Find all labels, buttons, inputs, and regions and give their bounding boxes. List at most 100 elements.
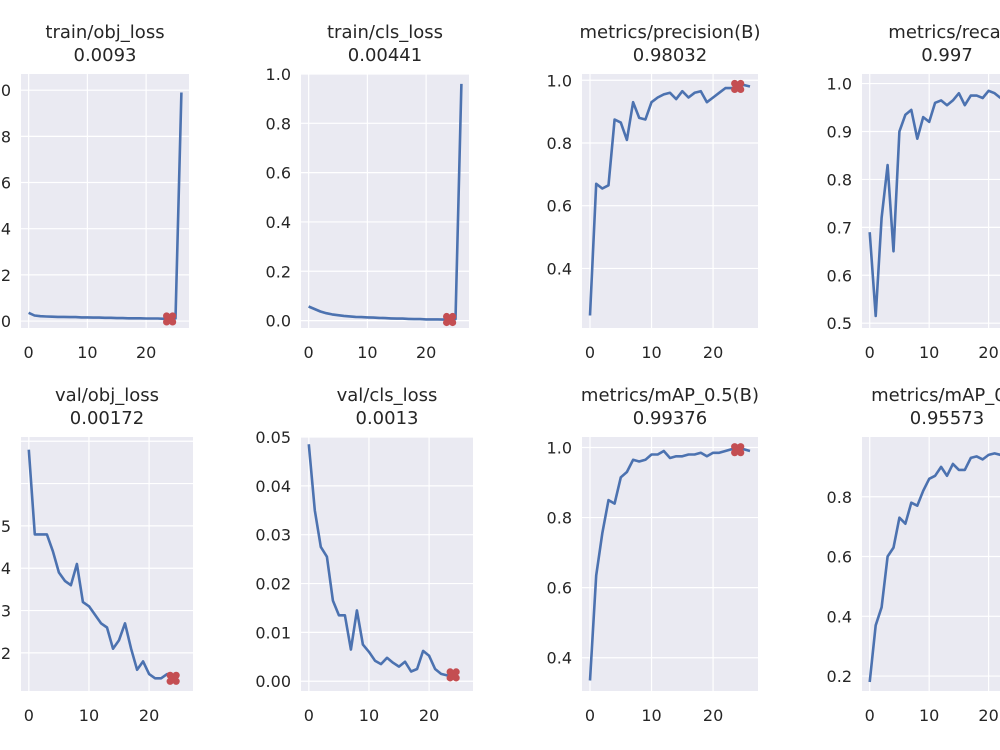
- y-tick-label: 4: [1, 559, 11, 578]
- best-point-marker: [163, 312, 177, 326]
- series-line: [28, 92, 183, 321]
- y-tick-label: 0.6: [827, 548, 852, 567]
- y-tick-label: .4: [0, 220, 11, 239]
- x-tick-label: 0: [24, 706, 34, 725]
- chart-title: val/cls_loss: [337, 385, 438, 406]
- chart-title: metrics/mAP_0.5(B): [581, 385, 759, 406]
- y-tick-label: 0.8: [547, 134, 572, 153]
- x-tick-label: 20: [139, 706, 159, 725]
- y-tick-label: 0.01: [255, 623, 291, 642]
- chart-subtitle: 0.0093: [74, 45, 137, 66]
- y-tick-label: 0.0: [266, 312, 291, 331]
- series-line: [307, 444, 454, 677]
- plot-area: [582, 74, 758, 328]
- y-tick-label: 0.9: [827, 123, 852, 142]
- y-tick-label: 3: [1, 602, 11, 621]
- plot-area: [862, 437, 1000, 691]
- chart-title: metrics/precision(B): [579, 22, 760, 43]
- x-tick-label: 10: [357, 343, 377, 362]
- series-line: [588, 447, 751, 681]
- y-tick-label: 0.04: [255, 477, 291, 496]
- chart-subtitle: 0.98032: [633, 45, 707, 66]
- x-tick-label: 0: [585, 343, 595, 362]
- plot-area: [301, 437, 473, 691]
- y-tick-label: 0.8: [266, 114, 291, 133]
- subplot: 0 10 20 0.4 0.6 0.8 1.0 metrics/precision(B)0.9…: [547, 22, 761, 362]
- y-tick-label: 0.6: [547, 197, 572, 216]
- y-tick-label: 0.6: [827, 266, 852, 285]
- chart-subtitle: 0.0013: [356, 408, 419, 429]
- chart-title: val/obj_loss: [55, 385, 159, 406]
- x-tick-label: 0: [24, 343, 34, 362]
- y-tick-label: 0.8: [827, 170, 852, 189]
- best-point-marker: [731, 79, 745, 94]
- x-tick-label: 20: [978, 706, 998, 725]
- y-tick-label: 0.6: [547, 579, 572, 598]
- y-tick-label: 0.4: [547, 259, 572, 278]
- x-tick-label: 10: [359, 706, 379, 725]
- y-tick-label: 0.03: [255, 526, 291, 545]
- chart-subtitle: 0.997: [921, 45, 973, 66]
- chart-title: train/cls_loss: [327, 22, 443, 43]
- x-tick-label: 0: [304, 343, 314, 362]
- x-tick-label: 20: [703, 343, 723, 362]
- x-tick-label: 0: [865, 343, 875, 362]
- chart-subtitle: 0.95573: [910, 408, 984, 429]
- y-tick-label: .2: [0, 266, 11, 285]
- y-tick-label: 0.6: [266, 164, 291, 183]
- y-tick-label: 0.8: [547, 509, 572, 528]
- subplot: 0 10 20 0.0 0.2 0.4 0.6 0.8 1.0 train/cls_loss0.0…: [266, 22, 469, 362]
- series-line: [868, 452, 1000, 683]
- chart-title: metrics/recal: [888, 22, 1000, 43]
- y-tick-label: 1.0: [547, 71, 572, 90]
- series-line: [308, 83, 463, 321]
- y-tick-label: 0.2: [266, 262, 291, 281]
- plot-area: [301, 74, 469, 328]
- series-line: [588, 83, 751, 316]
- best-point-marker: [166, 671, 180, 685]
- x-tick-label: 0: [304, 706, 314, 725]
- plot-area: [582, 437, 758, 691]
- chart-subtitle: 0.99376: [633, 408, 707, 429]
- y-tick-label: 5: [1, 517, 11, 536]
- series-line: [27, 449, 174, 680]
- x-tick-label: 10: [79, 706, 99, 725]
- x-tick-label: 10: [641, 343, 661, 362]
- y-tick-label: 0.4: [547, 649, 572, 668]
- chart-title: metrics/mAP_0.5: [871, 385, 1000, 406]
- plot-area: [21, 74, 189, 328]
- plot-area: [21, 437, 193, 691]
- x-tick-label: 10: [641, 706, 661, 725]
- x-tick-label: 20: [703, 706, 723, 725]
- x-tick-label: 10: [77, 343, 97, 362]
- y-tick-label: 2: [1, 644, 11, 663]
- y-tick-label: .6: [0, 174, 11, 193]
- y-tick-label: 0.7: [827, 218, 852, 237]
- series-line: [868, 89, 1000, 318]
- y-tick-label: 1.0: [547, 439, 572, 458]
- x-tick-label: 10: [919, 343, 939, 362]
- x-tick-label: 10: [919, 706, 939, 725]
- y-tick-label: 0.4: [827, 607, 852, 626]
- best-point-marker: [443, 312, 457, 327]
- y-tick-label: 0.4: [266, 213, 291, 232]
- best-point-marker: [446, 668, 460, 682]
- chart-subtitle: 0.00441: [348, 45, 422, 66]
- chart-title: train/obj_loss: [45, 22, 164, 43]
- y-tick-label: .0: [0, 81, 11, 100]
- x-tick-label: 20: [136, 343, 156, 362]
- chart-subtitle: 0.00172: [70, 408, 144, 429]
- subplot: 0 10 20 0.5 0.6 0.7 0.8 0.9 1.0 metrics/recal0.99…: [827, 22, 1000, 362]
- x-tick-label: 0: [865, 706, 875, 725]
- subplot: 0 10 20 0.00 0.01 0.02 0.03 0.04 0.05 val/cls_los…: [255, 385, 473, 725]
- subplot: 0 10 20 0.4 0.6 0.8 1.0 metrics/mAP_0.5(B)0.993…: [547, 385, 760, 725]
- subplot: 0 10 20 0.2 0.4 0.6 0.8 metrics/mAP_0.50.95573: [827, 385, 1000, 725]
- y-tick-label: 0.05: [255, 428, 291, 447]
- x-tick-label: 20: [416, 343, 436, 362]
- x-tick-label: 0: [585, 706, 595, 725]
- y-tick-label: .0: [0, 312, 11, 331]
- y-tick-label: 0.5: [827, 314, 852, 333]
